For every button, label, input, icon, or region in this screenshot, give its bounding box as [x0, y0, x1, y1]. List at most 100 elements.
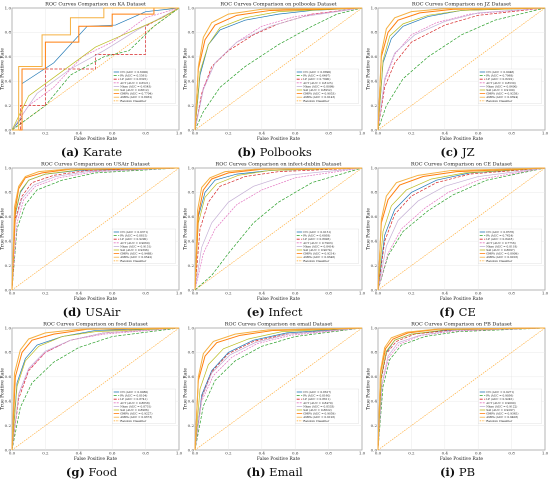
y-tick-label: 1.0	[371, 5, 378, 10]
legend-entry-cn: CN (AUC = 0.8576)	[486, 230, 514, 234]
legend-entry-act: ACT (AUC = 0.9090)	[485, 401, 516, 405]
series-line-pa	[194, 7, 363, 131]
legend-entry-lp: LP (AUC = 0.8222)	[486, 77, 513, 81]
subfigure-caption: (b) Polbooks	[183, 145, 366, 159]
chart-panel-food: ROC Curves Comparison on food Dataset 0.0…	[0, 320, 183, 480]
series-line-pa	[11, 167, 180, 291]
x-tick-label: 0.8	[508, 131, 515, 136]
y-axis-label: True Positive Rate	[0, 368, 6, 410]
caption-name: USAir	[81, 305, 121, 319]
chart-title: ROC Curves Comparison on polbooks Datase…	[220, 2, 336, 8]
y-axis-label: True Positive Rate	[183, 48, 189, 90]
y-axis-label: True Positive Rate	[183, 368, 189, 410]
y-tick-label: 0.2	[5, 423, 12, 428]
legend-entry-ampa: AMPA (AUC = 0.9016)	[485, 255, 518, 259]
series-line-nhan	[11, 7, 180, 131]
caption-letter: (g)	[65, 465, 85, 479]
legend-entry-act: ACT (AUC = 0.6521)	[119, 81, 150, 85]
y-tick-label: 0.0	[5, 287, 12, 292]
subfigure-caption: (h) Email	[183, 465, 366, 479]
legend-entry-ampa: AMPA (AUC = 0.8032)	[119, 95, 152, 99]
legend-entry-pa: PA (AUC = 0.7068)	[486, 74, 513, 78]
roc-chart: ROC Curves Comparison on infect-dublin D…	[183, 162, 366, 303]
y-tick-label: 0.0	[5, 447, 12, 452]
y-tick-label: 0.0	[188, 287, 195, 292]
x-tick-label: 0.2	[408, 131, 415, 136]
legend-entry-lp: LP (AUC = 0.9245)	[486, 397, 513, 401]
legend-entry-nhan: Nhan (AUC = 0.9151)	[120, 244, 151, 248]
series-line-lp	[377, 7, 546, 131]
x-tick-label: 0.6	[292, 131, 299, 136]
caption-letter: (f)	[439, 305, 455, 319]
legend-entry-nhan: Nhan (AUC = 0.9122)	[486, 404, 517, 408]
chart-panel-karate: ROC Curves Comparison on KA Dataset 0.0 0.…	[0, 0, 183, 160]
x-axis-label: False Positive Rate	[257, 136, 301, 142]
x-tick-label: 0.6	[109, 451, 116, 456]
series-line-pa	[377, 327, 546, 451]
y-tick-label: 1.0	[371, 165, 378, 170]
legend-entry-ampa: AMPA (AUC = 0.9542)	[119, 255, 152, 259]
y-tick-label: 0.0	[188, 447, 195, 452]
y-tick-label: 0.4	[371, 239, 378, 244]
subfigure-caption: (f) CE	[366, 305, 549, 319]
x-tick-label: 0.2	[225, 291, 232, 296]
y-tick-label: 0.8	[5, 30, 12, 35]
series-line-gmpa	[12, 7, 179, 131]
x-tick-label: 1.0	[176, 131, 183, 136]
series-line-sai	[377, 327, 546, 451]
x-tick-label: 0.2	[42, 131, 49, 136]
y-tick-label: 0.6	[5, 54, 12, 59]
series-line-ampa	[377, 327, 546, 451]
y-tick-label: 0.0	[188, 127, 195, 132]
x-tick-label: 1.0	[542, 291, 549, 296]
caption-letter: (i)	[439, 465, 456, 479]
x-tick-label: 0.6	[109, 131, 116, 136]
legend-box	[295, 388, 359, 424]
x-tick-label: 0.8	[325, 291, 332, 296]
x-tick-label: 0.6	[475, 451, 482, 456]
y-tick-label: 0.0	[371, 447, 378, 452]
series-line-sai	[11, 7, 180, 131]
x-tick-label: 1.0	[542, 451, 549, 456]
legend-entry-sai: SAI (AUC = 0.8952)	[303, 88, 332, 92]
legend-entry-gmpa: GMPA (AUC = 0.9258)	[486, 92, 518, 96]
y-tick-label: 0.8	[371, 190, 378, 195]
y-axis-label: True Positive Rate	[0, 48, 6, 90]
chart-title: ROC Curves Comparison on food Dataset	[43, 322, 148, 328]
y-tick-label: 0.0	[5, 127, 12, 132]
subfigure-caption: (g) Food	[0, 465, 183, 479]
legend-entry-nhan: Nhan (AUC = 0.8731)	[120, 404, 151, 408]
x-axis-label: False Positive Rate	[440, 456, 484, 462]
series-line-ampa	[194, 327, 363, 451]
legend-entry-sai: SAI (AUC = 0.8986)	[120, 408, 149, 412]
legend-entry-gmpa: GMPA (AUC = 0.9214)	[303, 252, 335, 256]
caption-letter: (e)	[246, 305, 265, 319]
series-line-nhan	[194, 7, 363, 131]
series-line-cn	[11, 327, 180, 451]
series-line-random	[11, 167, 180, 291]
legend-entry-pa: PA (AUC = 0.6497)	[303, 74, 330, 78]
series-line-cn	[194, 327, 363, 451]
x-tick-label: 0.2	[225, 131, 232, 136]
y-tick-label: 0.8	[188, 30, 195, 35]
legend-entry-random: Random Classifier	[303, 259, 330, 263]
legend-entry-cn: CN (AUC = 0.9271)	[486, 390, 514, 394]
y-tick-label: 0.4	[371, 399, 378, 404]
x-tick-label: 0.4	[442, 291, 449, 296]
y-axis-label: True Positive Rate	[183, 208, 189, 250]
series-line-random	[194, 327, 363, 451]
legend-entry-sai: SAI (AUC = 0.9396)	[120, 248, 149, 252]
x-tick-label: 0.4	[259, 451, 266, 456]
y-tick-label: 0.4	[5, 399, 12, 404]
y-tick-label: 0.2	[188, 263, 195, 268]
y-tick-label: 0.4	[188, 79, 195, 84]
legend-entry-gmpa: GMPA (AUC = 0.9053)	[303, 92, 335, 96]
series-line-random	[377, 327, 546, 451]
series-line-nhan	[377, 167, 546, 291]
series-line-sai	[377, 7, 546, 131]
legend-box	[478, 228, 542, 264]
legend-entry-lp: LP (AUC = 0.9290)	[120, 237, 147, 241]
x-tick-label: 0.4	[76, 131, 83, 136]
legend-entry-cn: CN (AUC = 0.9080)	[120, 390, 148, 394]
